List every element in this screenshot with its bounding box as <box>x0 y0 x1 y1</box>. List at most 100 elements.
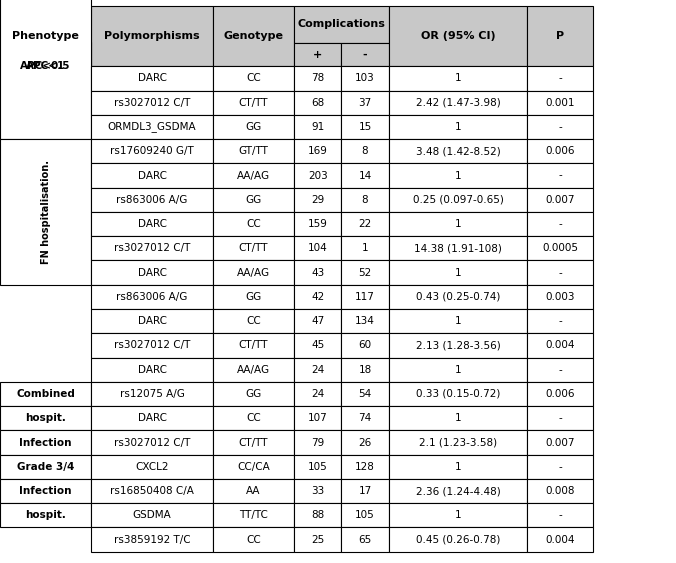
Text: +: + <box>313 50 322 60</box>
Text: 65: 65 <box>358 535 372 544</box>
Bar <box>213 236 294 261</box>
Bar <box>294 309 341 333</box>
Bar <box>389 455 527 479</box>
Bar <box>527 6 593 66</box>
Bar <box>527 261 593 285</box>
Text: -: - <box>558 510 562 520</box>
Text: 78: 78 <box>311 73 324 83</box>
Text: CT/TT: CT/TT <box>239 243 268 253</box>
Bar <box>91 66 213 91</box>
Bar <box>341 406 389 430</box>
Bar <box>0 42 91 91</box>
Bar <box>389 285 527 309</box>
Text: 8: 8 <box>362 195 368 205</box>
Text: -: - <box>558 462 562 472</box>
Text: rs12075 A/G: rs12075 A/G <box>120 389 185 399</box>
Bar <box>389 6 527 66</box>
Bar <box>341 236 389 261</box>
Bar <box>527 285 593 309</box>
Bar <box>294 115 341 139</box>
Text: 0.008: 0.008 <box>546 486 575 496</box>
Text: 43: 43 <box>311 267 324 278</box>
Text: -: - <box>558 267 562 278</box>
Bar <box>91 212 213 236</box>
Bar <box>0 455 91 479</box>
Bar <box>527 115 593 139</box>
Bar <box>341 382 389 406</box>
Text: -: - <box>558 365 562 375</box>
Bar <box>294 333 341 358</box>
Bar <box>294 212 341 236</box>
Bar <box>294 455 341 479</box>
Text: -: - <box>558 219 562 229</box>
Bar <box>341 309 389 333</box>
Text: -: - <box>558 73 562 83</box>
Bar <box>389 503 527 528</box>
Bar <box>389 261 527 285</box>
Text: 24: 24 <box>311 389 324 399</box>
Bar <box>294 430 341 455</box>
Bar <box>294 479 341 503</box>
Text: 0.43 (0.25-0.74): 0.43 (0.25-0.74) <box>416 292 500 302</box>
Bar <box>389 479 527 503</box>
Text: -: - <box>363 50 367 60</box>
Text: 74: 74 <box>358 413 372 423</box>
Text: 1: 1 <box>455 413 461 423</box>
Text: DARC: DARC <box>138 267 166 278</box>
Bar <box>213 115 294 139</box>
Text: DARC: DARC <box>138 316 166 326</box>
Text: 1: 1 <box>455 219 461 229</box>
Text: 14: 14 <box>358 171 372 181</box>
Bar <box>527 66 593 91</box>
Text: 0.006: 0.006 <box>546 146 575 157</box>
Text: CC: CC <box>246 413 261 423</box>
Text: DARC: DARC <box>138 219 166 229</box>
Text: 1: 1 <box>455 122 461 132</box>
Bar <box>91 261 213 285</box>
Text: rs3027012 C/T: rs3027012 C/T <box>114 243 190 253</box>
Text: P: P <box>556 31 564 41</box>
Text: 128: 128 <box>355 462 375 472</box>
Text: rs3859192 T/C: rs3859192 T/C <box>114 535 191 544</box>
Text: CT/TT: CT/TT <box>239 341 268 350</box>
Text: rs863006 A/G: rs863006 A/G <box>116 292 188 302</box>
Bar <box>213 212 294 236</box>
Text: AA: AA <box>246 486 261 496</box>
Text: DARC: DARC <box>138 365 166 375</box>
Bar <box>213 455 294 479</box>
Bar <box>527 503 593 528</box>
Text: APC<1: APC<1 <box>26 61 66 72</box>
Text: 88: 88 <box>311 510 324 520</box>
Text: FN hospitalisation.: FN hospitalisation. <box>41 160 51 264</box>
Text: 60: 60 <box>358 341 372 350</box>
Bar <box>91 236 213 261</box>
Bar <box>527 382 593 406</box>
Bar <box>341 358 389 382</box>
Bar <box>294 187 341 212</box>
Bar <box>213 382 294 406</box>
Text: GG: GG <box>245 389 262 399</box>
Bar <box>0 139 91 285</box>
Bar <box>389 406 527 430</box>
Text: CC/CA: CC/CA <box>237 462 270 472</box>
Text: 2.1 (1.23-3.58): 2.1 (1.23-3.58) <box>419 437 497 448</box>
Bar <box>213 91 294 115</box>
Bar <box>91 187 213 212</box>
Text: Polymorphisms: Polymorphisms <box>104 31 200 41</box>
Text: 0.004: 0.004 <box>546 535 575 544</box>
Text: Genotype: Genotype <box>224 31 283 41</box>
Bar <box>527 187 593 212</box>
Bar <box>91 91 213 115</box>
Bar <box>294 528 341 552</box>
Text: 169: 169 <box>308 146 328 157</box>
Bar <box>389 430 527 455</box>
Bar <box>294 503 341 528</box>
Bar <box>341 115 389 139</box>
Bar <box>527 212 593 236</box>
Text: 0.0005: 0.0005 <box>542 243 578 253</box>
Bar <box>213 406 294 430</box>
Bar <box>527 455 593 479</box>
Text: GG: GG <box>245 195 262 205</box>
Bar <box>527 309 593 333</box>
Bar <box>341 528 389 552</box>
